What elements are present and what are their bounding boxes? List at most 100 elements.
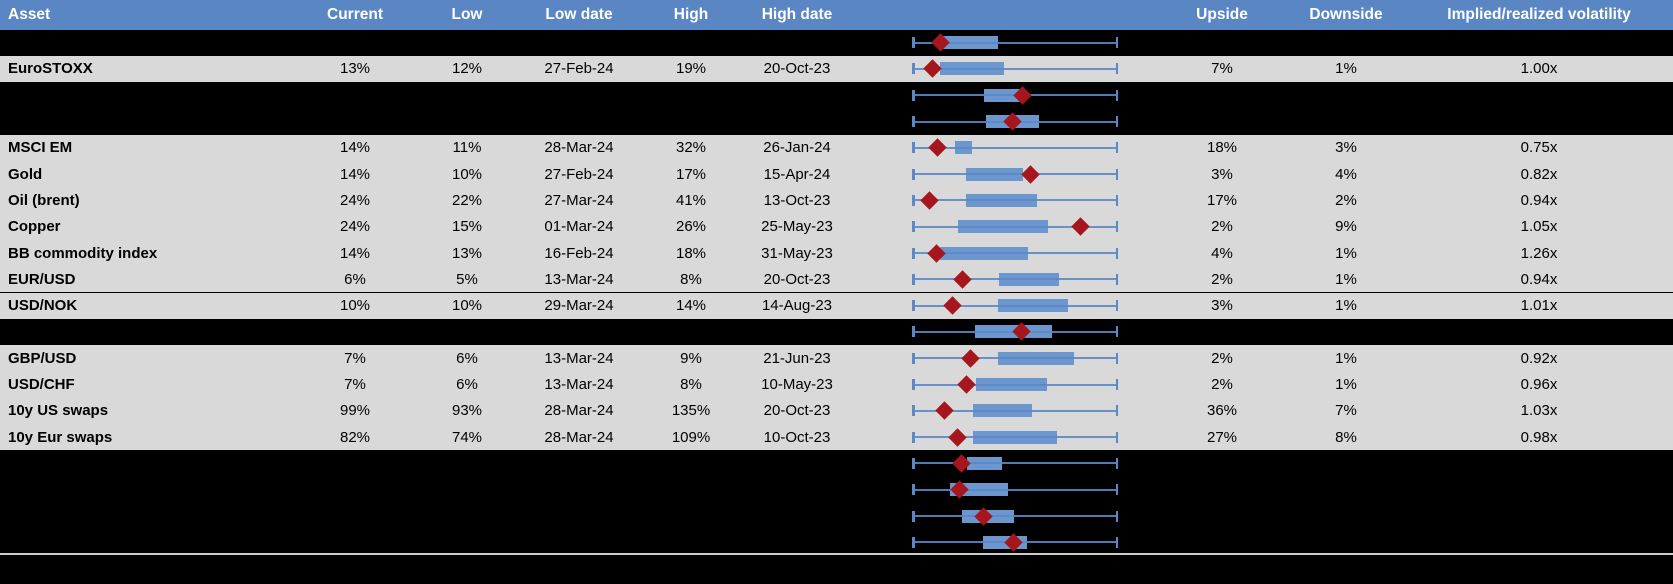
cell-high[interactable]: 9% (680, 349, 702, 367)
cell-high-date[interactable]: 20-Oct-23 (763, 402, 831, 420)
cell-downside[interactable]: 7% (1335, 402, 1357, 420)
cell-upside[interactable]: 36% (1206, 402, 1238, 420)
cell-downside[interactable]: 1% (1335, 60, 1357, 78)
cell-high-date[interactable]: 13-Oct-23 (763, 191, 831, 209)
cell-downside[interactable]: 9% (1335, 218, 1357, 236)
cell-current[interactable]: 6% (344, 270, 366, 288)
cell-low[interactable]: 22% (451, 191, 483, 209)
cell-low[interactable]: 12% (451, 60, 483, 78)
cell-low[interactable]: 93% (451, 402, 483, 420)
row-boxplot[interactable] (912, 529, 1118, 555)
row-boxplot[interactable] (912, 319, 1118, 345)
cell-high-date[interactable]: 15-Apr-24 (763, 165, 831, 183)
cell-high[interactable]: 17% (675, 165, 707, 183)
cell-asset[interactable]: BB commodity index (8, 244, 158, 262)
cell-high-date[interactable]: 14-Aug-23 (761, 297, 833, 315)
cell-high[interactable]: 32% (675, 139, 707, 157)
row-boxplot[interactable] (912, 266, 1118, 292)
cell-implied-realized-volatility[interactable]: 1.00x (1520, 60, 1558, 78)
cell-asset[interactable]: Copper (8, 218, 61, 236)
row-boxplot[interactable] (912, 161, 1118, 187)
cell-current[interactable]: 14% (339, 165, 371, 183)
col-header-high[interactable]: High (673, 6, 709, 23)
cell-asset[interactable]: USD/CHF (8, 376, 75, 394)
row-boxplot[interactable] (912, 345, 1118, 371)
cell-high-date[interactable]: 26-Jan-24 (763, 139, 831, 157)
cell-high-date[interactable]: 31-May-23 (761, 244, 833, 262)
cell-asset[interactable]: EuroSTOXX (8, 60, 93, 78)
col-header-upside[interactable]: Upside (1196, 6, 1248, 23)
cell-upside[interactable]: 27% (1206, 428, 1238, 446)
cell-downside[interactable]: 2% (1335, 191, 1357, 209)
cell-low-date[interactable]: 28-Mar-24 (544, 139, 614, 157)
row-boxplot[interactable] (912, 108, 1118, 134)
cell-high-date[interactable]: 25-May-23 (761, 218, 833, 236)
cell-low-date[interactable]: 27-Feb-24 (544, 165, 614, 183)
cell-asset[interactable]: GBP/USD (8, 349, 77, 367)
cell-low-date[interactable]: 28-Mar-24 (544, 402, 614, 420)
cell-upside[interactable]: 2% (1211, 270, 1233, 288)
cell-low[interactable]: 13% (451, 244, 483, 262)
cell-downside[interactable]: 1% (1335, 297, 1357, 315)
cell-low[interactable]: 6% (456, 376, 478, 394)
cell-high[interactable]: 135% (671, 402, 711, 420)
cell-low[interactable]: 74% (451, 428, 483, 446)
cell-implied-realized-volatility[interactable]: 0.98x (1520, 428, 1558, 446)
col-header-low[interactable]: Low (451, 6, 483, 23)
cell-high[interactable]: 109% (671, 428, 711, 446)
row-boxplot[interactable] (912, 450, 1118, 476)
cell-upside[interactable]: 3% (1211, 165, 1233, 183)
cell-downside[interactable]: 3% (1335, 139, 1357, 157)
row-boxplot[interactable] (912, 214, 1118, 240)
cell-high-date[interactable]: 10-May-23 (761, 376, 833, 394)
cell-current[interactable]: 14% (339, 139, 371, 157)
cell-asset[interactable]: 10y Eur swaps (8, 428, 113, 446)
cell-implied-realized-volatility[interactable]: 1.05x (1520, 218, 1558, 236)
cell-upside[interactable]: 2% (1211, 349, 1233, 367)
cell-high[interactable]: 8% (680, 270, 702, 288)
row-boxplot[interactable] (912, 82, 1118, 108)
cell-upside[interactable]: 3% (1211, 297, 1233, 315)
cell-current[interactable]: 7% (344, 376, 366, 394)
cell-high-date[interactable]: 20-Oct-23 (763, 60, 831, 78)
cell-implied-realized-volatility[interactable]: 1.01x (1520, 297, 1558, 315)
row-boxplot[interactable] (912, 30, 1118, 56)
cell-high[interactable]: 41% (675, 191, 707, 209)
cell-high-date[interactable]: 10-Oct-23 (763, 428, 831, 446)
cell-upside[interactable]: 2% (1211, 218, 1233, 236)
col-header-asset[interactable]: Asset (8, 6, 51, 23)
row-boxplot[interactable] (912, 424, 1118, 450)
cell-current[interactable]: 82% (339, 428, 371, 446)
cell-current[interactable]: 24% (339, 218, 371, 236)
col-header-downside[interactable]: Downside (1309, 6, 1383, 23)
row-boxplot[interactable] (912, 477, 1118, 503)
cell-low[interactable]: 11% (452, 139, 482, 157)
cell-upside[interactable]: 2% (1211, 376, 1233, 394)
col-header-low-date[interactable]: Low date (545, 6, 613, 23)
cell-implied-realized-volatility[interactable]: 0.94x (1520, 191, 1558, 209)
col-header-implied-realized-volatility[interactable]: Implied/realized volatility (1447, 6, 1631, 23)
cell-implied-realized-volatility[interactable]: 1.03x (1520, 402, 1558, 420)
cell-high[interactable]: 18% (675, 244, 707, 262)
row-boxplot[interactable] (912, 398, 1118, 424)
row-boxplot[interactable] (912, 240, 1118, 266)
cell-high[interactable]: 8% (680, 376, 702, 394)
row-boxplot[interactable] (912, 503, 1118, 529)
cell-asset[interactable]: Oil (brent) (8, 191, 80, 209)
cell-low-date[interactable]: 27-Mar-24 (544, 191, 614, 209)
cell-implied-realized-volatility[interactable]: 0.82x (1520, 165, 1558, 183)
cell-implied-realized-volatility[interactable]: 0.94x (1520, 270, 1558, 288)
cell-high[interactable]: 14% (675, 297, 707, 315)
row-boxplot[interactable] (912, 187, 1118, 213)
cell-low[interactable]: 10% (451, 297, 483, 315)
row-boxplot[interactable] (912, 371, 1118, 397)
cell-downside[interactable]: 1% (1335, 244, 1357, 262)
cell-downside[interactable]: 4% (1335, 165, 1357, 183)
cell-implied-realized-volatility[interactable]: 0.92x (1520, 349, 1558, 367)
cell-low-date[interactable]: 16-Feb-24 (544, 244, 614, 262)
cell-upside[interactable]: 4% (1211, 244, 1233, 262)
row-boxplot[interactable] (912, 293, 1118, 319)
cell-current[interactable]: 13% (339, 60, 371, 78)
cell-low-date[interactable]: 13-Mar-24 (544, 376, 614, 394)
cell-upside[interactable]: 17% (1206, 191, 1238, 209)
